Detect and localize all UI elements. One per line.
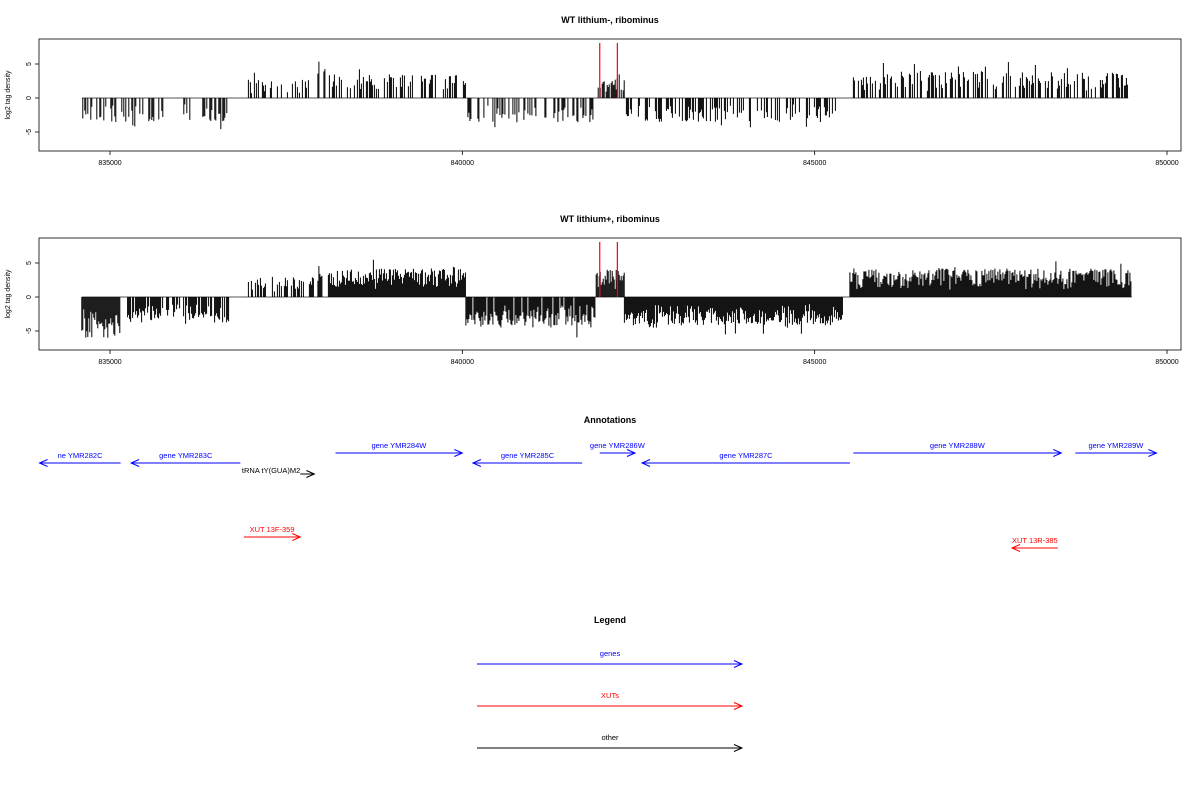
legend-arrowhead <box>733 660 744 668</box>
feature-label: XUT 13F-359 <box>250 525 295 534</box>
feature-gene-ymr284w: gene YMR284W <box>335 441 464 457</box>
feature-gene-ymr285c: gene YMR285C <box>471 451 583 467</box>
strand-arrowhead <box>1148 449 1158 457</box>
x-tick-label: 845000 <box>803 160 826 167</box>
x-axis: 835000 840000 845000 850000 <box>98 151 1179 167</box>
feature-gene-ymr287c: gene YMR287C <box>640 451 850 467</box>
track-title: WT lithium-, ribominus <box>561 15 659 25</box>
annotations-panel: Annotations ne YMR282C gene YMR283C gene Y… <box>38 415 1158 552</box>
feature-gene-ymr286w: gene YMR286W <box>590 441 646 457</box>
track-panel-lithium-minus: WT lithium-, ribominus 835000 840000 84500… <box>5 15 1182 167</box>
feature-label: XUT 13R-385 <box>1012 536 1058 545</box>
x-tick-label: 845000 <box>803 359 826 366</box>
feature-label: gene YMR288W <box>930 441 986 450</box>
feature-label: gene YMR285C <box>501 451 555 460</box>
feature-gene-ymr283c: gene YMR283C <box>129 451 241 467</box>
feature-xut-13f-359: XUT 13F-359 <box>243 525 302 541</box>
legend-item-genes: genes <box>477 649 744 668</box>
strand-arrowhead <box>1010 544 1021 552</box>
feature-trna-ty-gua-m2: tRNA tY(GUA)M2 <box>242 466 316 478</box>
feature-gene-ymr289w: gene YMR289W <box>1075 441 1158 457</box>
y-axis: -5 0 5 <box>26 62 39 135</box>
annotations-title: Annotations <box>584 415 637 425</box>
y-tick-label: 5 <box>26 261 33 265</box>
track-panel-lithium-plus: WT lithium+, ribominus 835000 840000 84500… <box>5 214 1182 366</box>
feature-ne-ymr282c: ne YMR282C <box>38 451 121 467</box>
feature-label: gene YMR284W <box>371 441 427 450</box>
strand-arrowhead <box>306 470 316 478</box>
feature-label: gene YMR287C <box>719 451 773 460</box>
legend-label: XUTs <box>601 691 619 700</box>
density-bars <box>81 43 1129 130</box>
y-tick-label: -5 <box>26 129 33 135</box>
legend-items: genes XUTs other <box>477 649 744 752</box>
feature-label: ne YMR282C <box>58 451 103 460</box>
density-bars <box>81 242 1132 338</box>
y-tick-label: -5 <box>26 328 33 334</box>
x-tick-label: 840000 <box>451 359 474 366</box>
plot-frame <box>38 38 1182 152</box>
plot-frame <box>38 237 1182 351</box>
y-tick-label: 0 <box>26 96 33 100</box>
track-title: WT lithium+, ribominus <box>560 214 660 224</box>
legend: Legend genes XUTs other <box>477 615 744 752</box>
strand-arrowhead <box>129 459 140 467</box>
legend-arrowhead <box>733 702 744 710</box>
y-tick-label: 5 <box>26 62 33 66</box>
legend-arrowhead <box>733 744 744 752</box>
strand-arrowhead <box>292 533 302 541</box>
y-axis-label: log2 tag density <box>5 70 12 120</box>
legend-item-xuts: XUTs <box>477 691 744 710</box>
legend-title: Legend <box>594 615 626 625</box>
legend-label: genes <box>600 649 621 658</box>
strand-arrowhead <box>640 459 651 467</box>
y-axis: -5 0 5 <box>26 261 39 334</box>
feature-label: gene YMR289W <box>1088 441 1144 450</box>
legend-label: other <box>601 733 619 742</box>
y-tick-label: 0 <box>26 295 33 299</box>
x-tick-label: 850000 <box>1155 160 1178 167</box>
strand-arrowhead <box>626 449 637 457</box>
feature-gene-ymr288w: gene YMR288W <box>853 441 1063 457</box>
x-tick-label: 835000 <box>98 160 121 167</box>
strand-arrowhead <box>454 449 464 457</box>
x-tick-label: 850000 <box>1155 359 1178 366</box>
feature-label: gene YMR286W <box>590 441 646 450</box>
x-tick-label: 840000 <box>451 160 474 167</box>
feature-xut-13r-385: XUT 13R-385 <box>1010 536 1058 552</box>
legend-item-other: other <box>477 733 744 752</box>
x-axis: 835000 840000 845000 850000 <box>98 350 1179 366</box>
feature-label: tRNA tY(GUA)M2 <box>242 466 300 475</box>
annotation-features: ne YMR282C gene YMR283C gene YMR284W tRNA t… <box>38 441 1158 552</box>
strand-arrowhead <box>471 459 482 467</box>
strand-arrowhead <box>38 459 48 467</box>
feature-label: gene YMR283C <box>159 451 213 460</box>
x-tick-label: 835000 <box>98 359 121 366</box>
strand-arrowhead <box>1053 449 1063 457</box>
y-axis-label: log2 tag density <box>5 269 12 319</box>
